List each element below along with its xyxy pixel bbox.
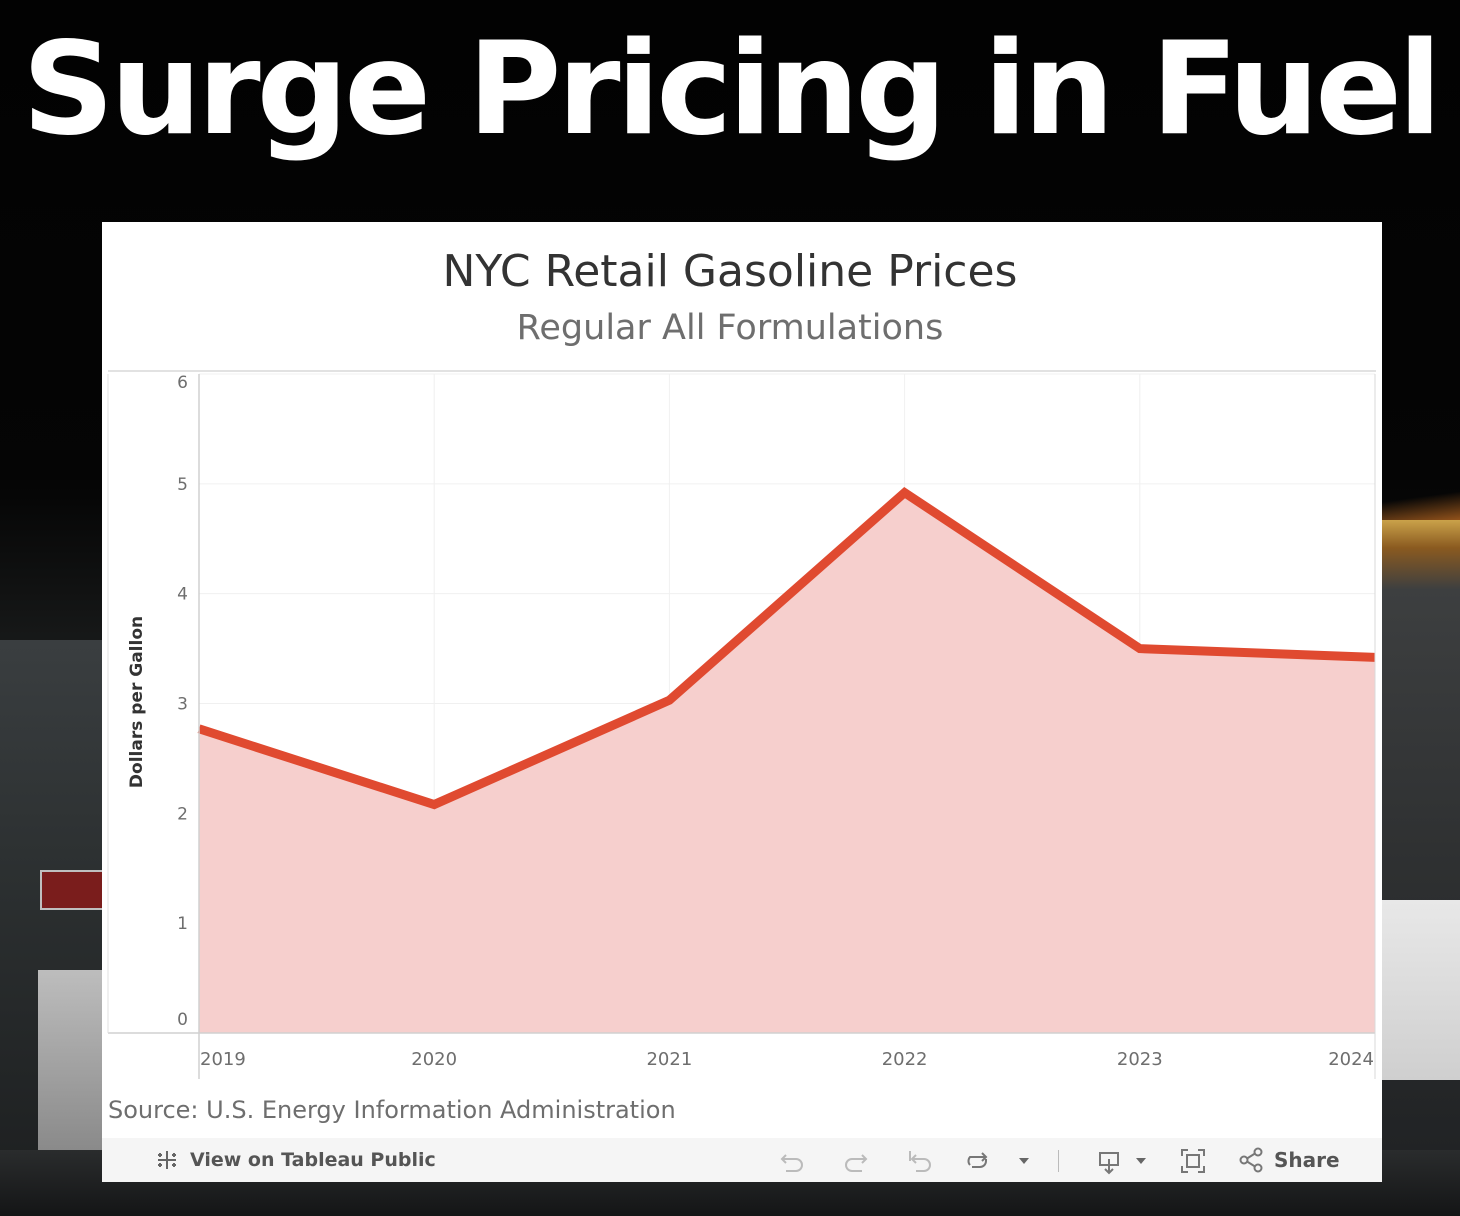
- share-icon: [1239, 1147, 1263, 1173]
- share-label: Share: [1274, 1148, 1340, 1172]
- background-sign: [40, 870, 104, 910]
- y-tick-label: 1: [177, 914, 188, 934]
- x-tick-label: 2019: [200, 1049, 246, 1070]
- download-dropdown-icon[interactable]: [1128, 1147, 1156, 1175]
- line-area-chart: 0 1 2 3 4 5 6 2019 2020 2021 2022 2023 2024 Dollars p…: [107, 370, 1376, 1079]
- background-station-right: [1382, 520, 1460, 1216]
- y-tick-label: 0: [177, 1010, 188, 1030]
- undo-icon[interactable]: [778, 1147, 806, 1175]
- background-building: [1382, 900, 1460, 1080]
- x-tick-label: 2020: [411, 1049, 457, 1070]
- y-tick-label: 4: [177, 585, 188, 605]
- area-fill: [199, 492, 1375, 1033]
- source-note: Source: U.S. Energy Information Administ…: [108, 1096, 676, 1124]
- page-headline: Surge Pricing in Fuel: [22, 15, 1442, 164]
- y-tick-label: 3: [177, 695, 188, 715]
- view-on-tableau-label: View on Tableau Public: [190, 1149, 436, 1171]
- dropdown-icon[interactable]: [1010, 1147, 1038, 1175]
- fullscreen-icon[interactable]: [1179, 1147, 1207, 1175]
- y-tick-label: 2: [177, 804, 188, 824]
- x-tick-label: 2023: [1117, 1049, 1163, 1070]
- y-tick-label: 6: [177, 373, 188, 393]
- toolbar-separator: [1058, 1150, 1059, 1172]
- revert-icon[interactable]: [906, 1147, 934, 1175]
- price-line: [197, 486, 1376, 810]
- y-tick-label: 5: [177, 475, 188, 495]
- chart-subtitle: Regular All Formulations: [516, 308, 944, 348]
- refresh-icon[interactable]: [964, 1147, 992, 1175]
- view-on-tableau-link[interactable]: View on Tableau Public: [154, 1138, 436, 1182]
- share-button[interactable]: Share: [1238, 1138, 1340, 1182]
- tableau-logo-icon: [158, 1151, 176, 1169]
- redo-icon[interactable]: [842, 1147, 870, 1175]
- x-tick-label: 2024: [1328, 1049, 1374, 1070]
- background-pump: [38, 970, 102, 1150]
- x-tick-label: 2021: [646, 1049, 692, 1070]
- download-icon[interactable]: [1096, 1147, 1124, 1175]
- chart-title: NYC Retail Gasoline Prices: [442, 246, 1018, 297]
- tableau-toolbar: View on Tableau Public: [102, 1138, 1382, 1182]
- x-tick-label: 2022: [882, 1049, 928, 1070]
- y-axis-title: Dollars per Gallon: [127, 616, 147, 788]
